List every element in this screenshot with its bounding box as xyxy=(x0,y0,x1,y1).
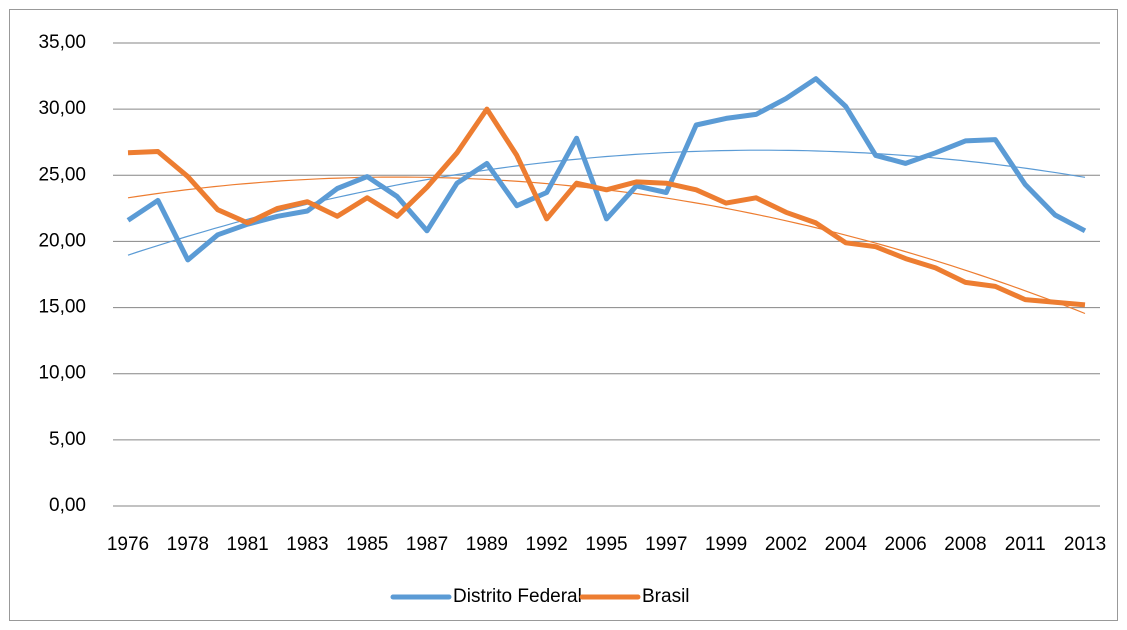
x-tick-label: 1976 xyxy=(107,534,149,555)
x-tick-label: 2006 xyxy=(884,534,926,555)
y-tick-label: 25,00 xyxy=(38,164,86,185)
data-line xyxy=(126,76,1087,263)
y-tick-label: 5,00 xyxy=(49,429,86,450)
y-tick-label: 35,00 xyxy=(38,32,86,53)
x-tick-label: 1981 xyxy=(226,534,268,555)
chart-border xyxy=(9,9,1118,621)
x-tick-label: 1997 xyxy=(645,534,687,555)
data-line xyxy=(127,106,1086,308)
x-tick-label: 1987 xyxy=(406,534,448,555)
x-tick-label: 1978 xyxy=(167,534,209,555)
y-tick-label: 30,00 xyxy=(38,98,86,119)
x-tick-label: 1985 xyxy=(346,534,388,555)
x-tick-label: 2002 xyxy=(765,534,807,555)
x-tick-label: 2011 xyxy=(1005,534,1046,555)
x-tick-label: 1983 xyxy=(286,534,328,555)
y-tick-label: 15,00 xyxy=(38,297,86,318)
legend-label: Brasil xyxy=(642,586,690,607)
y-tick-label: 0,00 xyxy=(49,495,86,516)
y-tick-label: 10,00 xyxy=(38,363,86,384)
x-tick-label: 1989 xyxy=(466,534,508,555)
x-tick-label: 1995 xyxy=(585,534,627,555)
x-tick-label: 1992 xyxy=(526,534,568,555)
x-tick-label: 2004 xyxy=(825,534,868,555)
x-tick-label: 2008 xyxy=(944,534,986,555)
legend-label: Distrito Federal xyxy=(453,586,582,607)
x-tick-label: 2013 xyxy=(1064,534,1106,555)
y-tick-label: 20,00 xyxy=(38,230,86,251)
x-tick-label: 1999 xyxy=(705,534,747,555)
